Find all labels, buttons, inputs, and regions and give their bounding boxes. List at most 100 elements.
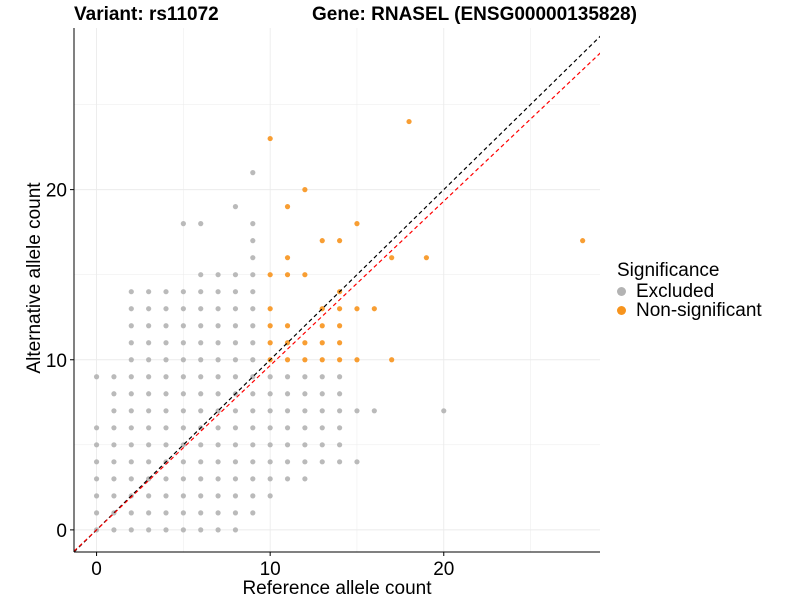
point-excluded bbox=[111, 459, 117, 465]
legend-label-non-significant: Non-significant bbox=[636, 300, 762, 321]
point-excluded bbox=[93, 442, 100, 448]
y-tick-label: 20 bbox=[46, 181, 67, 202]
point-excluded bbox=[93, 459, 100, 465]
point-excluded bbox=[128, 289, 134, 295]
point-excluded bbox=[302, 374, 308, 380]
point-non-significant bbox=[284, 272, 291, 278]
point-excluded bbox=[215, 476, 221, 482]
point-excluded bbox=[128, 323, 134, 329]
point-excluded bbox=[163, 323, 169, 329]
point-excluded bbox=[215, 272, 221, 278]
point-excluded bbox=[146, 357, 152, 363]
point-non-significant bbox=[284, 204, 291, 210]
point-excluded bbox=[180, 493, 186, 499]
point-excluded bbox=[111, 442, 117, 448]
point-excluded bbox=[250, 306, 256, 312]
point-excluded bbox=[302, 476, 308, 482]
legend: Significance Excluded Non-significant bbox=[617, 261, 762, 320]
point-excluded bbox=[93, 425, 100, 431]
point-excluded bbox=[198, 527, 204, 533]
legend-swatch-non-significant bbox=[617, 306, 626, 315]
point-excluded bbox=[232, 357, 239, 363]
point-excluded bbox=[441, 408, 447, 414]
point-non-significant bbox=[337, 306, 343, 312]
point-excluded bbox=[319, 391, 325, 397]
point-non-significant bbox=[319, 357, 325, 363]
point-excluded bbox=[337, 391, 343, 397]
point-excluded bbox=[146, 510, 152, 516]
point-non-significant bbox=[267, 272, 273, 278]
legend-label-excluded: Excluded bbox=[636, 281, 715, 302]
point-excluded bbox=[180, 306, 186, 312]
point-excluded bbox=[93, 493, 100, 499]
point-non-significant bbox=[302, 272, 308, 278]
point-excluded bbox=[146, 323, 152, 329]
point-excluded bbox=[163, 374, 169, 380]
point-excluded bbox=[128, 340, 134, 346]
point-excluded bbox=[198, 408, 204, 414]
point-non-significant bbox=[371, 306, 377, 312]
point-excluded bbox=[163, 510, 169, 516]
point-excluded bbox=[232, 289, 239, 295]
point-excluded bbox=[215, 510, 221, 516]
point-excluded bbox=[319, 374, 325, 380]
point-excluded bbox=[267, 425, 273, 431]
point-excluded bbox=[180, 221, 186, 227]
point-excluded bbox=[128, 459, 134, 465]
point-excluded bbox=[163, 442, 169, 448]
point-excluded bbox=[111, 408, 117, 414]
point-excluded bbox=[146, 340, 152, 346]
point-excluded bbox=[250, 459, 256, 465]
point-excluded bbox=[198, 459, 204, 465]
point-excluded bbox=[180, 374, 186, 380]
point-excluded bbox=[163, 527, 169, 533]
point-non-significant bbox=[423, 255, 430, 261]
point-non-significant bbox=[302, 340, 308, 346]
point-excluded bbox=[371, 408, 377, 414]
point-excluded bbox=[232, 272, 239, 278]
point-excluded bbox=[198, 476, 204, 482]
point-excluded bbox=[215, 391, 221, 397]
point-excluded bbox=[111, 391, 117, 397]
reference-lines bbox=[74, 35, 600, 552]
point-non-significant bbox=[580, 238, 586, 244]
point-excluded bbox=[198, 221, 204, 227]
point-excluded bbox=[215, 340, 221, 346]
point-excluded bbox=[146, 391, 152, 397]
point-excluded bbox=[337, 425, 343, 431]
point-excluded bbox=[198, 391, 204, 397]
point-excluded bbox=[284, 408, 291, 414]
chart-title-variant: Variant: rs11072 bbox=[74, 4, 219, 25]
point-excluded bbox=[232, 340, 239, 346]
point-excluded bbox=[215, 425, 221, 431]
legend-swatch-excluded bbox=[617, 287, 626, 296]
grid-lines bbox=[74, 28, 600, 552]
point-excluded bbox=[337, 374, 343, 380]
point-non-significant bbox=[284, 255, 291, 261]
point-excluded bbox=[180, 391, 186, 397]
point-excluded bbox=[215, 357, 221, 363]
point-excluded bbox=[180, 476, 186, 482]
point-excluded bbox=[93, 374, 100, 380]
point-excluded bbox=[198, 272, 204, 278]
point-excluded bbox=[250, 170, 256, 176]
point-excluded bbox=[215, 527, 221, 533]
point-excluded bbox=[111, 374, 117, 380]
point-excluded bbox=[146, 493, 152, 499]
point-non-significant bbox=[284, 357, 291, 363]
point-excluded bbox=[232, 306, 239, 312]
point-non-significant bbox=[354, 221, 360, 227]
point-excluded bbox=[180, 289, 186, 295]
legend-item-excluded: Excluded bbox=[617, 282, 762, 301]
point-non-significant bbox=[319, 238, 325, 244]
point-excluded bbox=[163, 357, 169, 363]
point-excluded bbox=[215, 289, 221, 295]
point-non-significant bbox=[267, 135, 273, 142]
chart-title-gene: Gene: RNASEL (ENSG00000135828) bbox=[312, 4, 637, 25]
point-excluded bbox=[146, 306, 152, 312]
point-excluded bbox=[250, 357, 256, 363]
point-excluded bbox=[111, 493, 117, 499]
point-excluded bbox=[198, 510, 204, 516]
point-excluded bbox=[146, 425, 152, 431]
